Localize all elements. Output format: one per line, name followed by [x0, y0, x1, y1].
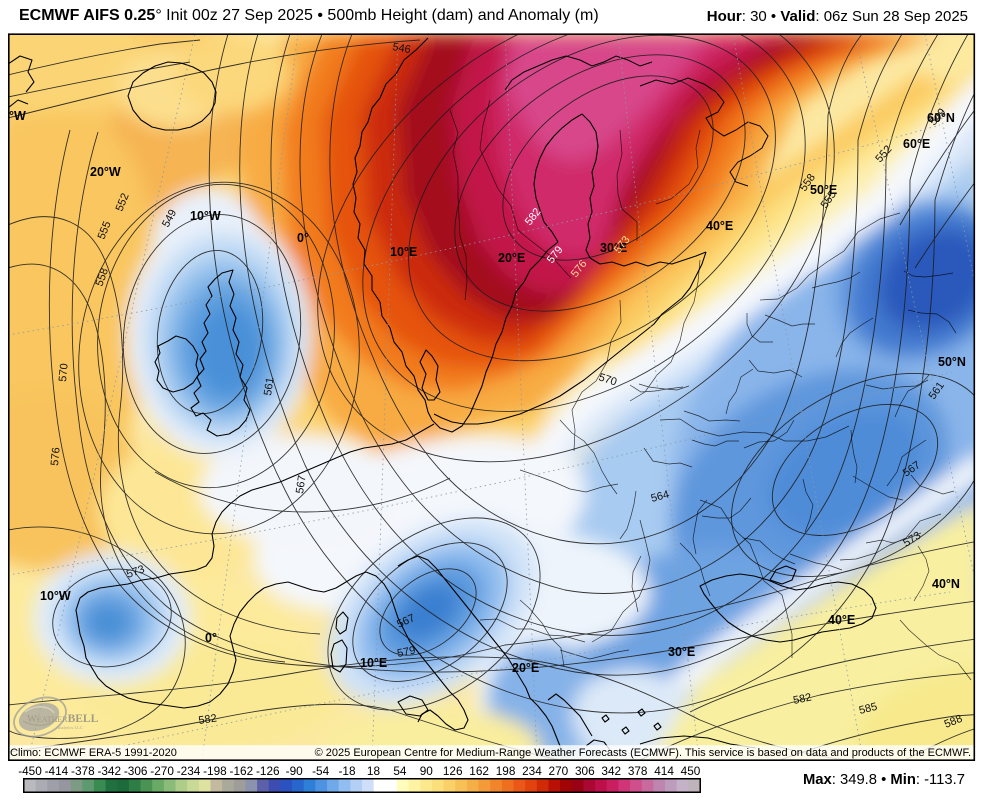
svg-text:30°E: 30°E [600, 241, 627, 255]
svg-text:561: 561 [262, 377, 276, 397]
svg-text:20°E: 20°E [498, 251, 525, 265]
svg-text:40°N: 40°N [932, 577, 960, 591]
svg-text:585: 585 [858, 701, 879, 717]
svg-text:50°N: 50°N [938, 355, 966, 369]
svg-text:Analytics LLC: Analytics LLC [56, 725, 83, 730]
svg-text:10°W: 10°W [40, 589, 71, 603]
svg-text:582: 582 [792, 691, 812, 707]
svg-text:40°E: 40°E [706, 219, 733, 233]
svg-text:546: 546 [391, 41, 411, 56]
svg-text:0°: 0° [297, 231, 309, 245]
svg-text:576: 576 [49, 447, 63, 466]
svg-text:60°N: 60°N [927, 111, 955, 125]
svg-text:582: 582 [198, 713, 218, 727]
svg-text:20°W: 20°W [90, 165, 121, 179]
svg-text:570: 570 [597, 371, 618, 388]
svg-text:20°E: 20°E [512, 661, 539, 675]
svg-text:567: 567 [294, 475, 308, 495]
svg-text:60°E: 60°E [903, 137, 930, 151]
svg-text:579: 579 [396, 644, 416, 660]
svg-text:10°E: 10°E [360, 656, 387, 670]
svg-text:570: 570 [57, 363, 71, 382]
svg-text:0°: 0° [205, 631, 217, 645]
svg-text:10°E: 10°E [390, 245, 417, 259]
svg-text:© 2025 European Centre for Med: © 2025 European Centre for Medium-Range … [315, 747, 971, 759]
svg-text:564: 564 [650, 489, 671, 505]
svg-text:Climo: ECMWF ERA-5 1991-2020: Climo: ECMWF ERA-5 1991-2020 [10, 747, 177, 759]
svg-text:30°E: 30°E [668, 645, 695, 659]
svg-text:50°E: 50°E [810, 183, 837, 197]
svg-text:10°W: 10°W [190, 209, 221, 223]
svg-text:40°E: 40°E [828, 613, 855, 627]
svg-text:558: 558 [94, 267, 112, 288]
svg-text:573: 573 [125, 563, 146, 581]
svg-text:0°W: 0°W [2, 109, 26, 123]
svg-text:WEATHERBELL: WEATHERBELL [27, 713, 99, 725]
